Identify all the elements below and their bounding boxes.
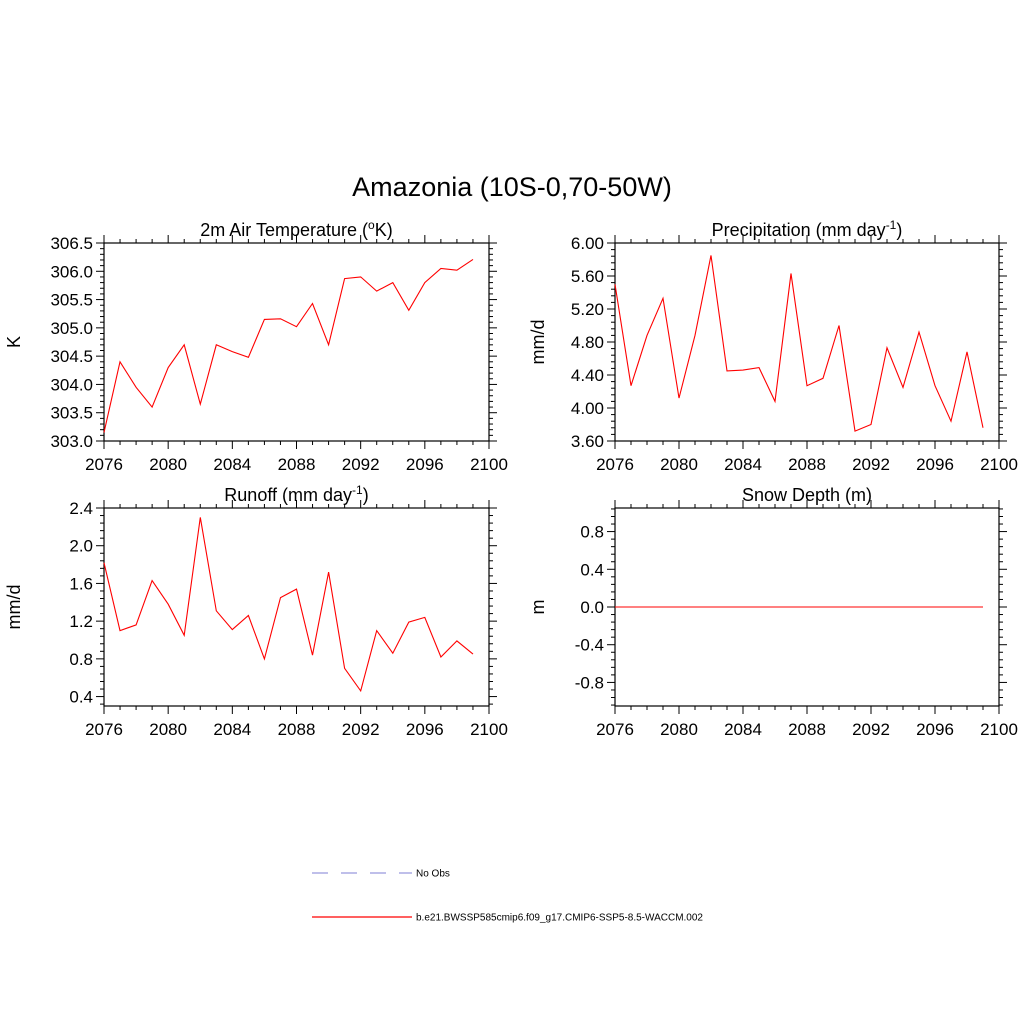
y-tick-label: 2.4 bbox=[69, 499, 93, 518]
legend-label: No Obs bbox=[416, 869, 450, 880]
y-tick-label: 305.5 bbox=[50, 291, 93, 310]
y-tick-label: 306.5 bbox=[50, 234, 93, 253]
y-axis-label: m bbox=[528, 600, 548, 615]
x-tick-label: 2100 bbox=[980, 720, 1018, 739]
y-tick-label: 1.6 bbox=[69, 574, 93, 593]
y-tick-label: 3.60 bbox=[571, 432, 604, 451]
y-tick-label: 0.8 bbox=[580, 523, 604, 542]
x-tick-label: 2088 bbox=[278, 455, 316, 474]
y-tick-label: 5.60 bbox=[571, 267, 604, 286]
x-tick-label: 2084 bbox=[724, 455, 762, 474]
x-tick-label: 2076 bbox=[85, 720, 123, 739]
y-tick-label: -0.4 bbox=[575, 636, 604, 655]
legend-item: b.e21.BWSSP585cmip6.f09_g17.CMIP6-SSP5-8… bbox=[312, 913, 703, 924]
legend: No Obs b.e21.BWSSP585cmip6.f09_g17.CMIP6-… bbox=[312, 869, 703, 924]
y-axis-label: mm/d bbox=[528, 320, 548, 365]
x-tick-label: 2100 bbox=[980, 455, 1018, 474]
x-tick-label: 2096 bbox=[916, 720, 954, 739]
y-tick-label: 304.5 bbox=[50, 347, 93, 366]
series-line bbox=[614, 255, 984, 432]
panel-title-superscript: o bbox=[368, 218, 375, 232]
x-tick-label: 2088 bbox=[788, 455, 826, 474]
panel-precipitation: Precipitation (mm day-1) 2076 2080 2084 2088… bbox=[528, 218, 1018, 474]
series-line bbox=[103, 258, 474, 433]
y-tick-label: 4.80 bbox=[571, 333, 604, 352]
y-tick-label: 5.20 bbox=[571, 300, 604, 319]
x-tick-label: 2084 bbox=[724, 720, 762, 739]
series-line bbox=[103, 517, 474, 693]
panel-runoff: Runoff (mm day-1) 2076 2080 2084 2088 2092 209… bbox=[4, 483, 508, 739]
y-tick-label: 0.4 bbox=[580, 560, 604, 579]
y-tick-label: -0.8 bbox=[575, 673, 604, 692]
panel-title: 2m Air Temperature (oK) bbox=[200, 218, 392, 240]
x-tick-label: 2100 bbox=[470, 720, 508, 739]
x-tick-label: 2084 bbox=[213, 720, 251, 739]
x-tick-label: 2092 bbox=[342, 455, 380, 474]
y-tick-label: 305.0 bbox=[50, 319, 93, 338]
y-tick-label: 303.5 bbox=[50, 404, 93, 423]
panels: 2m Air Temperature (oK)2076 2080 2084 2088 2… bbox=[4, 218, 1018, 739]
plot-frame bbox=[614, 242, 1000, 442]
plot-frame bbox=[103, 242, 490, 442]
x-tick-label: 2096 bbox=[916, 455, 954, 474]
panel-title-suffix: ) bbox=[363, 485, 369, 505]
y-tick-label: 303.0 bbox=[50, 432, 93, 451]
y-tick-label: 4.40 bbox=[571, 366, 604, 385]
figure-title: Amazonia (10S-0,70-50W) bbox=[352, 172, 672, 202]
panel-title-text: Snow Depth (m) bbox=[742, 485, 872, 505]
panel-title-suffix: K) bbox=[375, 220, 393, 240]
x-tick-label: 2088 bbox=[788, 720, 826, 739]
panel-title: Precipitation (mm day-1) bbox=[712, 218, 903, 240]
legend-item: No Obs bbox=[312, 869, 450, 880]
panel-title-text: Precipitation (mm day bbox=[712, 220, 886, 240]
y-tick-label: 304.0 bbox=[50, 375, 93, 394]
panel-title-superscript: -1 bbox=[886, 218, 897, 232]
legend-label: b.e21.BWSSP585cmip6.f09_g17.CMIP6-SSP5-8… bbox=[416, 913, 703, 924]
y-tick-label: 1.2 bbox=[69, 612, 93, 631]
panel-title: Snow Depth (m) bbox=[742, 485, 872, 505]
x-tick-label: 2096 bbox=[406, 720, 444, 739]
x-tick-label: 2084 bbox=[213, 455, 251, 474]
y-tick-label: 2.0 bbox=[69, 537, 93, 556]
y-tick-label: 0.0 bbox=[580, 598, 604, 617]
y-tick-label: 0.8 bbox=[69, 650, 93, 669]
y-tick-label: 306.0 bbox=[50, 262, 93, 281]
x-tick-label: 2080 bbox=[660, 455, 698, 474]
panel-title-suffix: ) bbox=[896, 220, 902, 240]
x-tick-label: 2080 bbox=[660, 720, 698, 739]
x-tick-label: 2100 bbox=[470, 455, 508, 474]
x-tick-label: 2080 bbox=[149, 720, 187, 739]
y-tick-label: 0.4 bbox=[69, 688, 93, 707]
panel-title-text: Runoff (mm day bbox=[224, 485, 352, 505]
x-tick-label: 2088 bbox=[278, 720, 316, 739]
x-tick-label: 2076 bbox=[85, 455, 123, 474]
y-tick-label: 4.00 bbox=[571, 399, 604, 418]
x-tick-label: 2092 bbox=[852, 455, 890, 474]
y-axis-label: K bbox=[4, 336, 24, 348]
panel-temperature: 2m Air Temperature (oK) 2076 2080 2084 2088 2… bbox=[4, 218, 508, 474]
x-tick-label: 2096 bbox=[406, 455, 444, 474]
panel-title-superscript: -1 bbox=[352, 483, 363, 497]
x-tick-label: 2092 bbox=[342, 720, 380, 739]
panel-title: Runoff (mm day-1) bbox=[224, 483, 368, 505]
y-tick-label: 6.00 bbox=[571, 234, 604, 253]
x-tick-label: 2080 bbox=[149, 455, 187, 474]
panel-title-text: 2m Air Temperature ( bbox=[200, 220, 368, 240]
y-axis-label: mm/d bbox=[4, 585, 24, 630]
plot-frame bbox=[103, 507, 490, 707]
panel-snow-depth: Snow Depth (m) 2076 2080 2084 2088 2092 2096 21… bbox=[528, 485, 1018, 739]
x-tick-label: 2076 bbox=[596, 455, 634, 474]
x-tick-label: 2092 bbox=[852, 720, 890, 739]
x-tick-label: 2076 bbox=[596, 720, 634, 739]
